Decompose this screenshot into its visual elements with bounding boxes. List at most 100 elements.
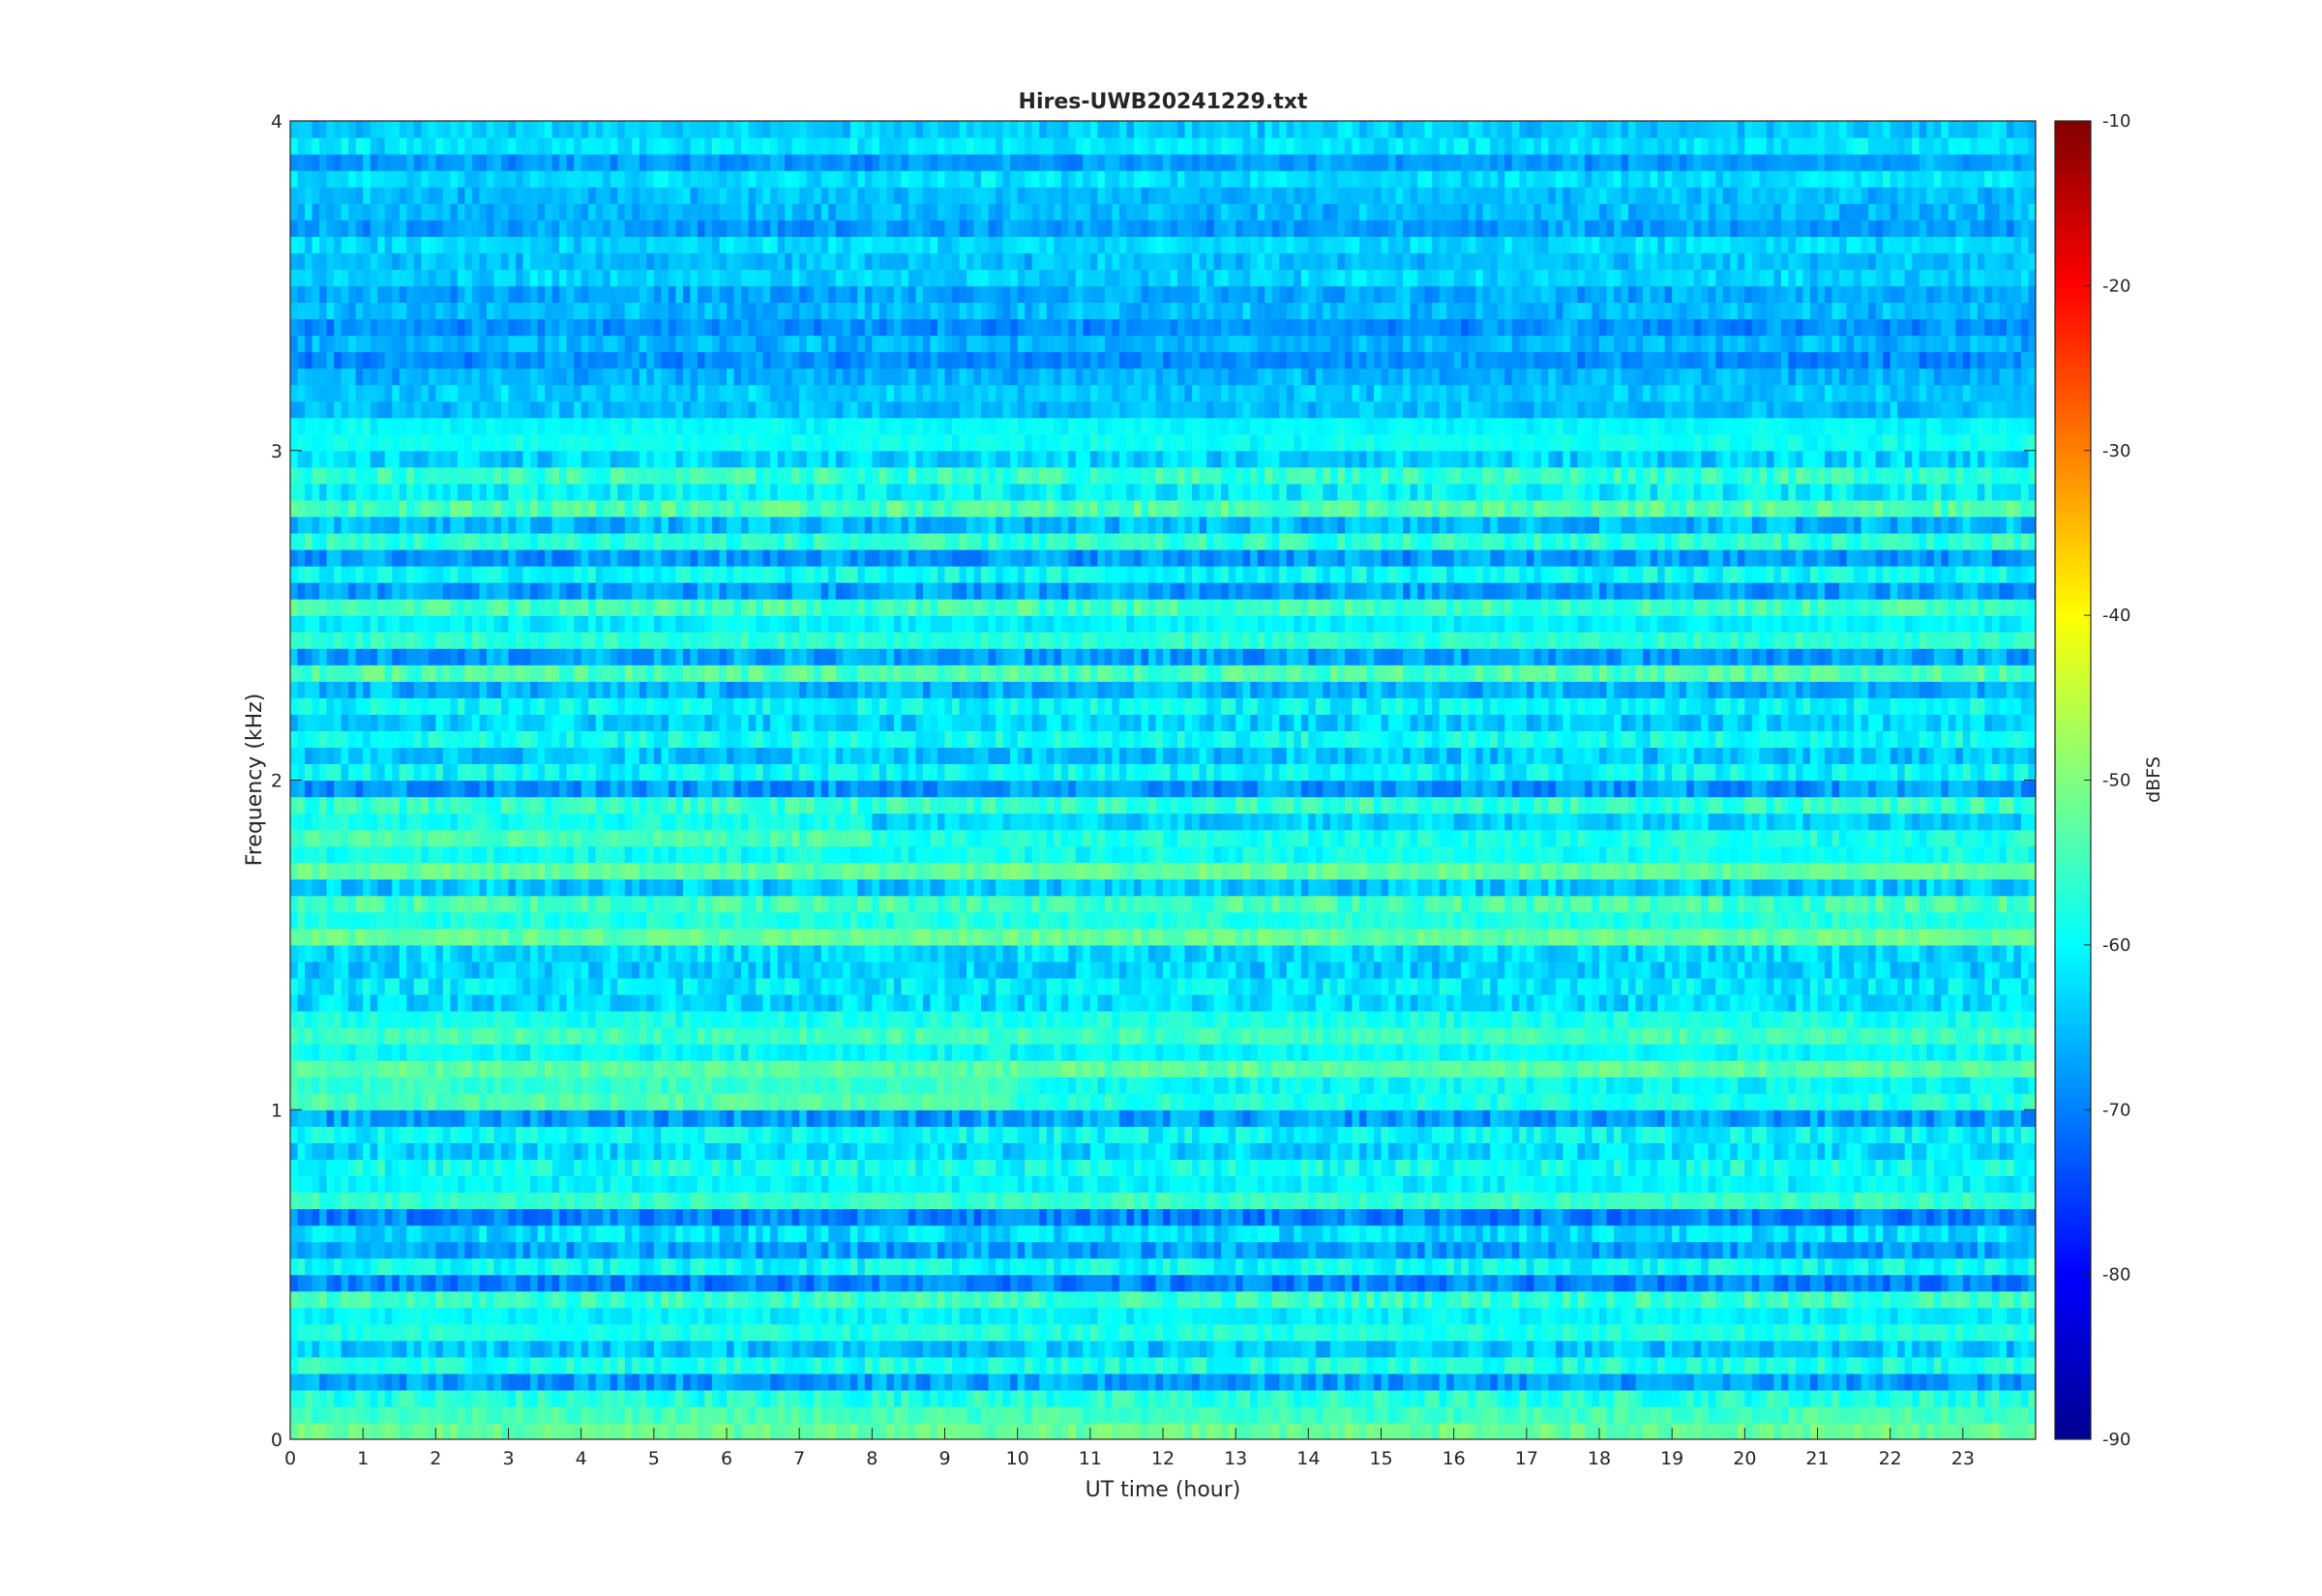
heatmap-cell xyxy=(1599,1241,1608,1259)
heatmap-cell xyxy=(319,1274,328,1292)
heatmap-cell xyxy=(1999,1340,2008,1358)
heatmap-cell xyxy=(1323,1126,1331,1143)
heatmap-cell xyxy=(500,1225,510,1243)
heatmap-cell xyxy=(1118,1356,1128,1374)
heatmap-cell xyxy=(537,1356,546,1374)
heatmap-cell xyxy=(1410,1274,1418,1292)
heatmap-cell xyxy=(893,1422,902,1439)
heatmap-cell xyxy=(334,1422,342,1439)
heatmap-cell xyxy=(1890,1175,1898,1194)
heatmap-cell xyxy=(1825,1422,1833,1439)
heatmap-cell xyxy=(1271,1405,1280,1424)
heatmap-cell xyxy=(1817,1225,1826,1243)
heatmap-cell xyxy=(1046,1340,1055,1358)
heatmap-cell xyxy=(1482,1208,1491,1227)
heatmap-cell xyxy=(1563,1142,1571,1160)
heatmap-cell xyxy=(377,1307,386,1325)
heatmap-cell xyxy=(1352,1405,1360,1424)
heatmap-cell xyxy=(908,1208,917,1227)
heatmap-cell xyxy=(2013,1257,2022,1276)
heatmap-cell xyxy=(1817,1257,1826,1276)
heatmap-cell xyxy=(1300,1175,1309,1194)
heatmap-cell xyxy=(450,1142,459,1160)
heatmap-cell xyxy=(1504,1274,1513,1292)
heatmap-cell xyxy=(1919,1307,1927,1325)
heatmap-cell xyxy=(1912,1323,1920,1342)
heatmap-cell xyxy=(1751,1241,1760,1259)
heatmap-cell xyxy=(632,1389,640,1407)
heatmap-cell xyxy=(668,1389,676,1407)
heatmap-cell xyxy=(814,1422,822,1439)
heatmap-cell xyxy=(428,1241,436,1259)
heatmap-cell xyxy=(959,1373,968,1391)
heatmap-cell xyxy=(878,1323,887,1342)
heatmap-cell xyxy=(1817,1126,1826,1143)
heatmap-cell xyxy=(1403,1109,1412,1127)
heatmap-cell xyxy=(384,1225,393,1243)
heatmap-cell xyxy=(1715,1340,1724,1358)
heatmap-cell xyxy=(1526,1241,1534,1259)
heatmap-cell xyxy=(1548,1405,1557,1424)
heatmap-cell xyxy=(1657,1389,1666,1407)
heatmap-cell xyxy=(1213,1241,1222,1259)
heatmap-cell xyxy=(1141,1422,1149,1439)
heatmap-cell xyxy=(392,1373,401,1391)
heatmap-cell xyxy=(377,1159,386,1176)
heatmap-cell xyxy=(922,1175,932,1194)
heatmap-cell xyxy=(1184,1307,1193,1325)
heatmap-cell xyxy=(1271,1208,1280,1227)
heatmap-cell xyxy=(1177,1389,1186,1407)
heatmap-cell xyxy=(500,1389,510,1407)
heatmap-cell xyxy=(1599,1159,1608,1176)
heatmap-cell xyxy=(1780,1126,1790,1143)
heatmap-cell xyxy=(355,1175,364,1194)
heatmap-cell xyxy=(1686,1389,1695,1407)
heatmap-cell xyxy=(1199,1159,1207,1176)
heatmap-cell xyxy=(1955,1126,1964,1143)
heatmap-cell xyxy=(1155,1225,1164,1243)
heatmap-cell xyxy=(1475,1405,1484,1424)
heatmap-cell xyxy=(1446,1192,1455,1210)
heatmap-cell xyxy=(1002,1142,1011,1160)
heatmap-cell xyxy=(1868,1274,1877,1292)
heatmap-cell xyxy=(574,1356,582,1374)
heatmap-cell xyxy=(603,1225,611,1243)
heatmap-cell xyxy=(1192,1356,1201,1374)
heatmap-cell xyxy=(1555,1208,1564,1227)
heatmap-cell xyxy=(1991,1307,2001,1325)
heatmap-cell xyxy=(733,1225,742,1243)
heatmap-cell xyxy=(878,1257,887,1276)
heatmap-cell xyxy=(1366,1307,1375,1325)
heatmap-cell xyxy=(973,1142,982,1160)
heatmap-cell xyxy=(653,1192,662,1210)
heatmap-cell xyxy=(1025,1159,1033,1176)
heatmap-cell xyxy=(1257,1290,1265,1309)
heatmap-cell xyxy=(762,1175,771,1194)
heatmap-cell xyxy=(646,1405,655,1424)
heatmap-cell xyxy=(334,1159,342,1176)
heatmap-cell xyxy=(1228,1192,1236,1210)
heatmap-cell xyxy=(1504,1241,1513,1259)
heatmap-cell xyxy=(1199,1257,1207,1276)
heatmap-cell xyxy=(1432,1389,1441,1407)
heatmap-cell xyxy=(319,1405,328,1424)
heatmap-cell xyxy=(2028,1257,2036,1276)
heatmap-cell xyxy=(1897,1389,1906,1407)
heatmap-cell xyxy=(967,1422,975,1439)
heatmap-cell xyxy=(1577,1323,1586,1342)
heatmap-cell xyxy=(1089,1323,1098,1342)
heatmap-cell xyxy=(1533,1389,1542,1407)
heatmap-cell xyxy=(1337,1290,1346,1309)
heatmap-cell xyxy=(733,1405,742,1424)
heatmap-cell xyxy=(2006,1241,2015,1259)
heatmap-cell xyxy=(1890,1208,1898,1227)
heatmap-cell xyxy=(1046,1175,1055,1194)
heatmap-cell xyxy=(1643,1389,1652,1407)
heatmap-cell xyxy=(996,1159,1004,1176)
heatmap-cell xyxy=(1548,1389,1557,1407)
heatmap-cell xyxy=(944,1340,953,1358)
heatmap-cell xyxy=(1788,1307,1797,1325)
heatmap-cell xyxy=(1628,1274,1637,1292)
heatmap-cell xyxy=(1919,1274,1927,1292)
heatmap-cell xyxy=(341,1208,349,1227)
